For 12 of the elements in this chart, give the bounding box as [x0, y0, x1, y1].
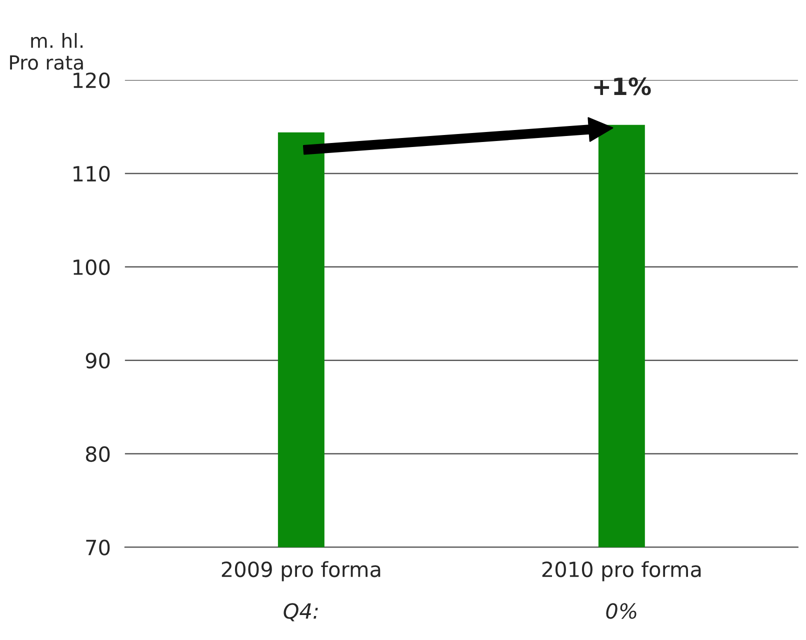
y-tick-label: 80 [86, 446, 110, 462]
y-tick-label: 100 [74, 259, 110, 276]
y-tick-label: 70 [86, 540, 110, 556]
y-tick-label: 110 [74, 166, 110, 182]
y-tick-label: 90 [86, 352, 110, 369]
x-tick-label: 2010 pro forma [542, 561, 701, 582]
y-axis-title: m. hl. Pro rata [10, 33, 83, 70]
text: 0% [606, 603, 636, 619]
annotation: +1% [594, 77, 651, 96]
y-tick-label: 120 [74, 72, 110, 88]
text: Q4: [284, 603, 318, 622]
x-tick-label: 2009 pro forma [222, 561, 380, 582]
